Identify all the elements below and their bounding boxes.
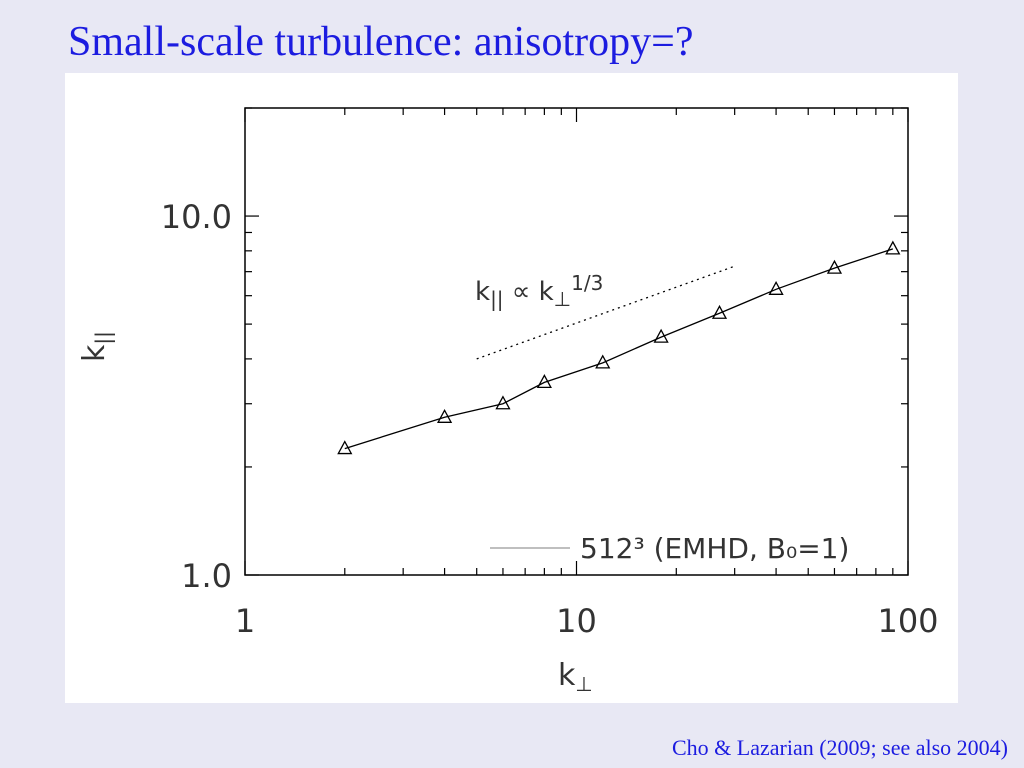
chart-panel — [65, 73, 958, 703]
series-line — [344, 248, 894, 450]
annotation-part: || — [490, 287, 503, 311]
data-point — [495, 395, 511, 410]
x-axis-label: k⊥ — [558, 658, 593, 696]
x-axis-label-part: ⊥ — [575, 672, 592, 696]
annotation-part: k — [475, 277, 490, 307]
data-point — [337, 440, 353, 455]
annotation: k|| ∝ k⊥1/3 — [475, 271, 603, 311]
y-tick-label: 1.0 — [181, 557, 232, 595]
legend-label: 512³ (EMHD, B₀=1) — [580, 532, 849, 565]
citation: Cho & Lazarian (2009; see also 2004) — [672, 735, 1008, 760]
data-point — [768, 280, 784, 295]
data-point — [711, 304, 728, 319]
data-point — [885, 240, 901, 255]
x-axis-label-part: k — [558, 658, 576, 693]
annotation-part: ∝ k — [504, 277, 554, 307]
y-tick-label: 10.0 — [161, 198, 232, 236]
data-point — [826, 259, 843, 274]
data-point — [595, 354, 611, 369]
slide-title: Small-scale turbulence: anisotropy=? — [68, 19, 694, 65]
data-point — [436, 408, 453, 423]
data-point — [653, 328, 669, 343]
y-axis-label-part: || — [91, 331, 115, 344]
annotation-part: ⊥ — [554, 287, 571, 311]
x-tick-label: 100 — [877, 602, 938, 640]
y-axis-label: k|| — [77, 331, 115, 362]
y-axis-label-part: k — [77, 344, 112, 362]
x-tick-label: 1 — [235, 602, 255, 640]
series-line — [476, 265, 735, 360]
x-tick-label: 10 — [556, 602, 597, 640]
annotation-part: 1/3 — [571, 271, 603, 295]
data-point — [536, 374, 552, 389]
